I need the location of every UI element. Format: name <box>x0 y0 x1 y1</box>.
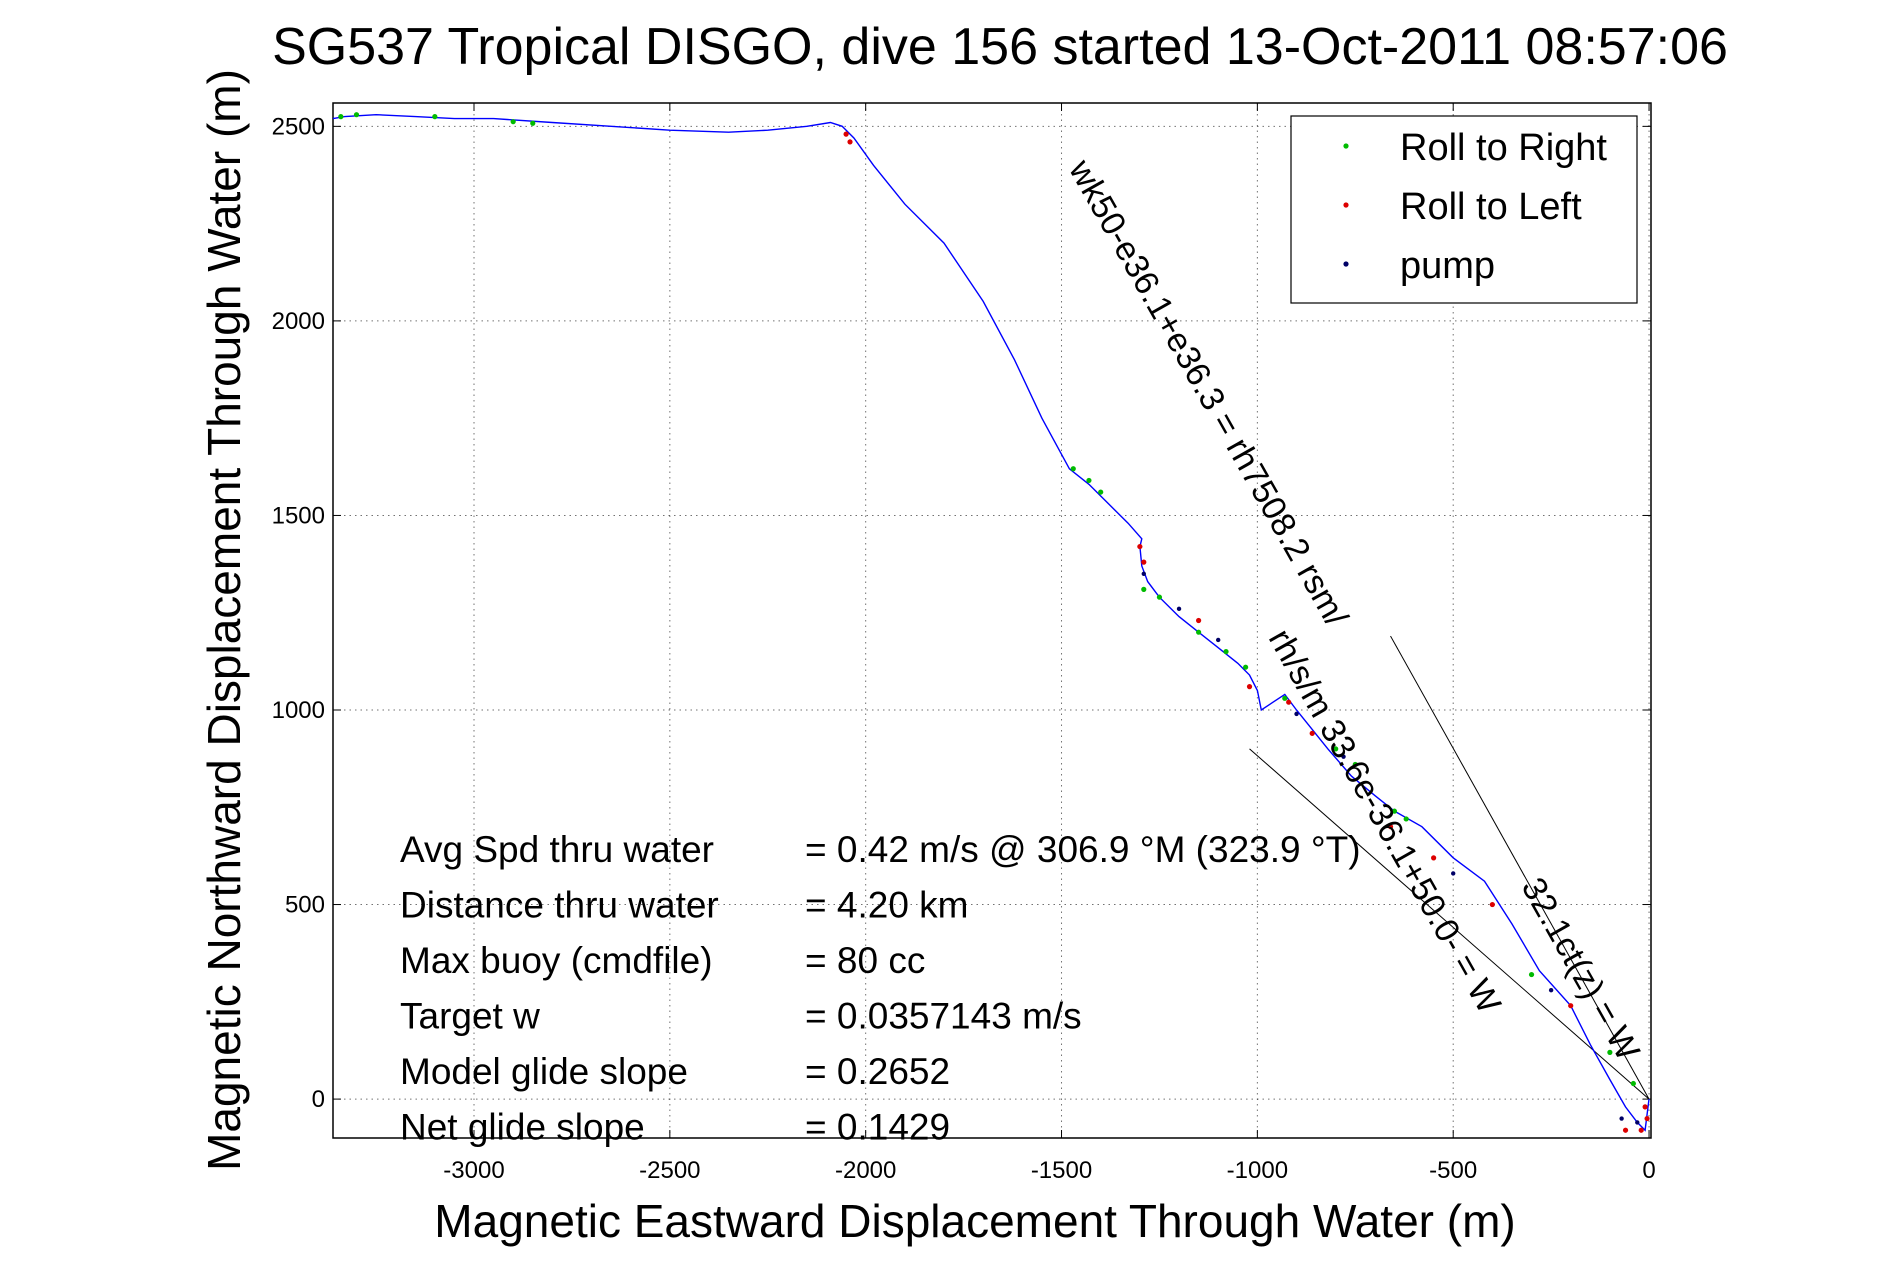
stat-label: Target w <box>400 996 540 1037</box>
roll-right-point <box>353 112 360 118</box>
roll-right-point <box>1098 489 1104 495</box>
roll-left-point <box>1644 1115 1650 1122</box>
legend-label: pump <box>1400 245 1495 287</box>
legend-label: Roll to Left <box>1400 186 1582 228</box>
y-tick-label: 500 <box>285 892 325 919</box>
roll-left-point <box>1622 1127 1629 1133</box>
legend-label: Roll to Right <box>1400 127 1607 169</box>
track-line <box>332 113 1650 1132</box>
roll-right-point <box>1282 695 1288 701</box>
stat-label: Max buoy (cmdfile) <box>400 940 713 981</box>
roll-right-point <box>1333 746 1339 752</box>
roll-left-point <box>1642 1104 1648 1110</box>
stat-value: = 80 cc <box>805 940 925 981</box>
pump-point <box>1451 871 1456 876</box>
roll-left-point <box>1137 543 1143 550</box>
stat-label: Distance thru water <box>400 885 719 926</box>
stat-value: = 0.1429 <box>805 1107 950 1148</box>
roll-right-point <box>432 114 438 120</box>
legend-marker <box>1343 261 1349 267</box>
stat-label: Avg Spd thru water <box>400 829 714 870</box>
pump-point <box>1341 754 1346 759</box>
marker-series <box>338 112 1650 1133</box>
roll-left-point <box>843 131 849 137</box>
pump-point <box>1635 1120 1640 1125</box>
legend: Roll to Right Roll to Left pump <box>1290 115 1638 304</box>
y-tick-label: 2000 <box>272 308 325 335</box>
roll-right-point <box>1607 1049 1613 1055</box>
pump-point <box>1294 711 1299 717</box>
pump-point <box>1215 637 1221 643</box>
roll-left-point <box>1196 617 1202 624</box>
stat-value: = 0.2652 <box>805 1051 950 1092</box>
roll-right-point <box>1243 664 1249 670</box>
roll-right-point <box>530 120 536 126</box>
x-axis-label: Magnetic Eastward Displacement Through W… <box>434 1195 1515 1247</box>
stat-value: = 0.42 m/s @ 306.9 °M (323.9 °T) <box>805 829 1361 870</box>
stat-value: = 0.0357143 m/s <box>805 996 1082 1037</box>
pump-point <box>1141 571 1146 577</box>
y-tick-label: 1000 <box>272 697 325 724</box>
x-tick-label: -1000 <box>1227 1157 1288 1184</box>
roll-left-point <box>1431 855 1437 861</box>
roll-left-point <box>1387 824 1394 830</box>
roll-left-point <box>1489 901 1495 908</box>
x-tick-label: -2500 <box>639 1157 700 1184</box>
legend-marker <box>1343 202 1349 208</box>
y-tick-label: 1500 <box>272 502 325 529</box>
roll-right-point <box>1156 594 1163 600</box>
x-tick-label: -500 <box>1429 1157 1477 1184</box>
x-tick-label: -1500 <box>1031 1157 1092 1184</box>
roll-right-point <box>1070 466 1076 472</box>
roll-right-point <box>1141 586 1147 592</box>
roll-right-point <box>338 114 344 120</box>
wedge-lines <box>1249 635 1650 1100</box>
roll-left-point <box>1246 684 1253 690</box>
roll-left-point <box>847 139 853 145</box>
roll-right-point <box>1630 1080 1636 1087</box>
legend-box <box>1290 115 1638 304</box>
legend-marker <box>1343 143 1349 149</box>
x-tick-label: -2000 <box>835 1157 896 1184</box>
wedge-line <box>1249 748 1650 1100</box>
pump-point <box>1176 606 1182 612</box>
roll-left-point <box>1568 1003 1574 1009</box>
y-tick-label: 2500 <box>272 113 325 140</box>
wedge-line <box>1390 635 1650 1100</box>
stats-block: Avg Spd thru water = 0.42 m/s @ 306.9 °M … <box>400 829 1361 1148</box>
pump-point <box>1619 1116 1624 1121</box>
pump-point <box>1548 987 1554 993</box>
roll-right-point <box>1086 477 1092 484</box>
roll-right-point <box>1223 649 1229 655</box>
track-series <box>332 113 1650 1132</box>
grid <box>333 103 1651 1138</box>
roll-left-point <box>1286 699 1292 705</box>
x-tick-label: 0 <box>1642 1157 1655 1184</box>
stat-label: Net glide slope <box>400 1107 645 1148</box>
y-tick-label: 0 <box>312 1086 325 1113</box>
y-axis-label: Magnetic Northward Displacement Through … <box>198 69 250 1171</box>
roll-left-point <box>1141 559 1147 565</box>
stat-label: Model glide slope <box>400 1051 688 1092</box>
x-tick-label: -3000 <box>443 1157 504 1184</box>
roll-right-point <box>1528 971 1535 978</box>
roll-right-point <box>1403 816 1409 822</box>
chart-title: SG537 Tropical DISGO, dive 156 started 1… <box>272 18 1728 76</box>
roll-right-point <box>510 119 516 125</box>
roll-right-point <box>1196 629 1202 635</box>
plot-frame <box>332 102 1652 1139</box>
x-axis-ticks: -3000 -2500 -2000 -1500 -1000 -500 0 <box>443 103 1656 1184</box>
stat-value: = 4.20 km <box>805 885 969 926</box>
y-axis-ticks: 0 500 1000 1500 2000 2500 <box>272 113 1651 1113</box>
roll-right-point <box>1391 808 1398 814</box>
roll-right-point <box>1352 761 1358 768</box>
roll-left-point <box>1309 730 1315 736</box>
roll-left-point <box>1638 1127 1644 1133</box>
